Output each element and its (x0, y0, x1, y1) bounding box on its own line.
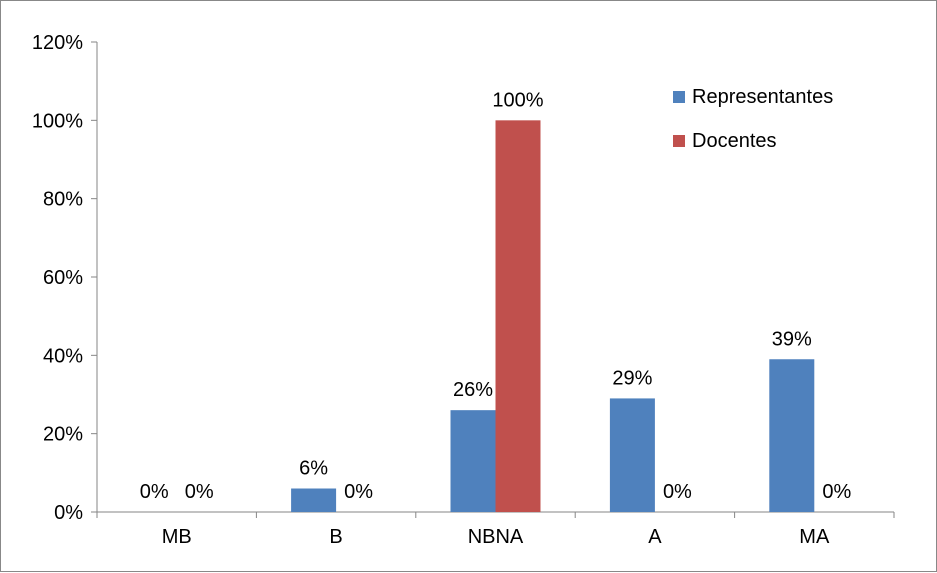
legend-label: Docentes (692, 130, 777, 152)
bar-representantes-nbna (450, 410, 496, 512)
data-label: 29% (612, 367, 652, 389)
legend-swatch (673, 91, 685, 103)
data-label: 0% (140, 481, 169, 503)
bar-representantes-b (291, 488, 337, 512)
y-tick-label: 40% (43, 345, 83, 367)
x-tick-label: A (648, 526, 662, 548)
y-tick-label: 60% (43, 267, 83, 289)
y-tick-label: 100% (32, 110, 83, 132)
data-label: 0% (822, 481, 851, 503)
x-tick-label: MA (799, 526, 830, 548)
data-label: 100% (492, 89, 543, 111)
y-tick-label: 80% (43, 189, 83, 211)
data-label: 0% (344, 481, 373, 503)
legend-label: Representantes (692, 86, 833, 108)
x-tick-label: MB (162, 526, 192, 548)
x-tick-label: NBNA (468, 526, 524, 548)
legend-swatch (673, 135, 685, 147)
y-tick-label: 120% (32, 32, 83, 54)
data-label: 39% (772, 328, 812, 350)
bar-representantes-ma (769, 359, 815, 512)
y-tick-label: 20% (43, 424, 83, 446)
bar-representantes-a (609, 398, 655, 512)
bar-docentes-nbna (495, 120, 541, 512)
x-tick-label: B (329, 526, 342, 548)
data-label: 26% (453, 379, 493, 401)
data-label: 0% (185, 481, 214, 503)
data-label: 0% (663, 481, 692, 503)
y-tick-label: 0% (54, 502, 83, 524)
data-label: 6% (299, 458, 328, 480)
